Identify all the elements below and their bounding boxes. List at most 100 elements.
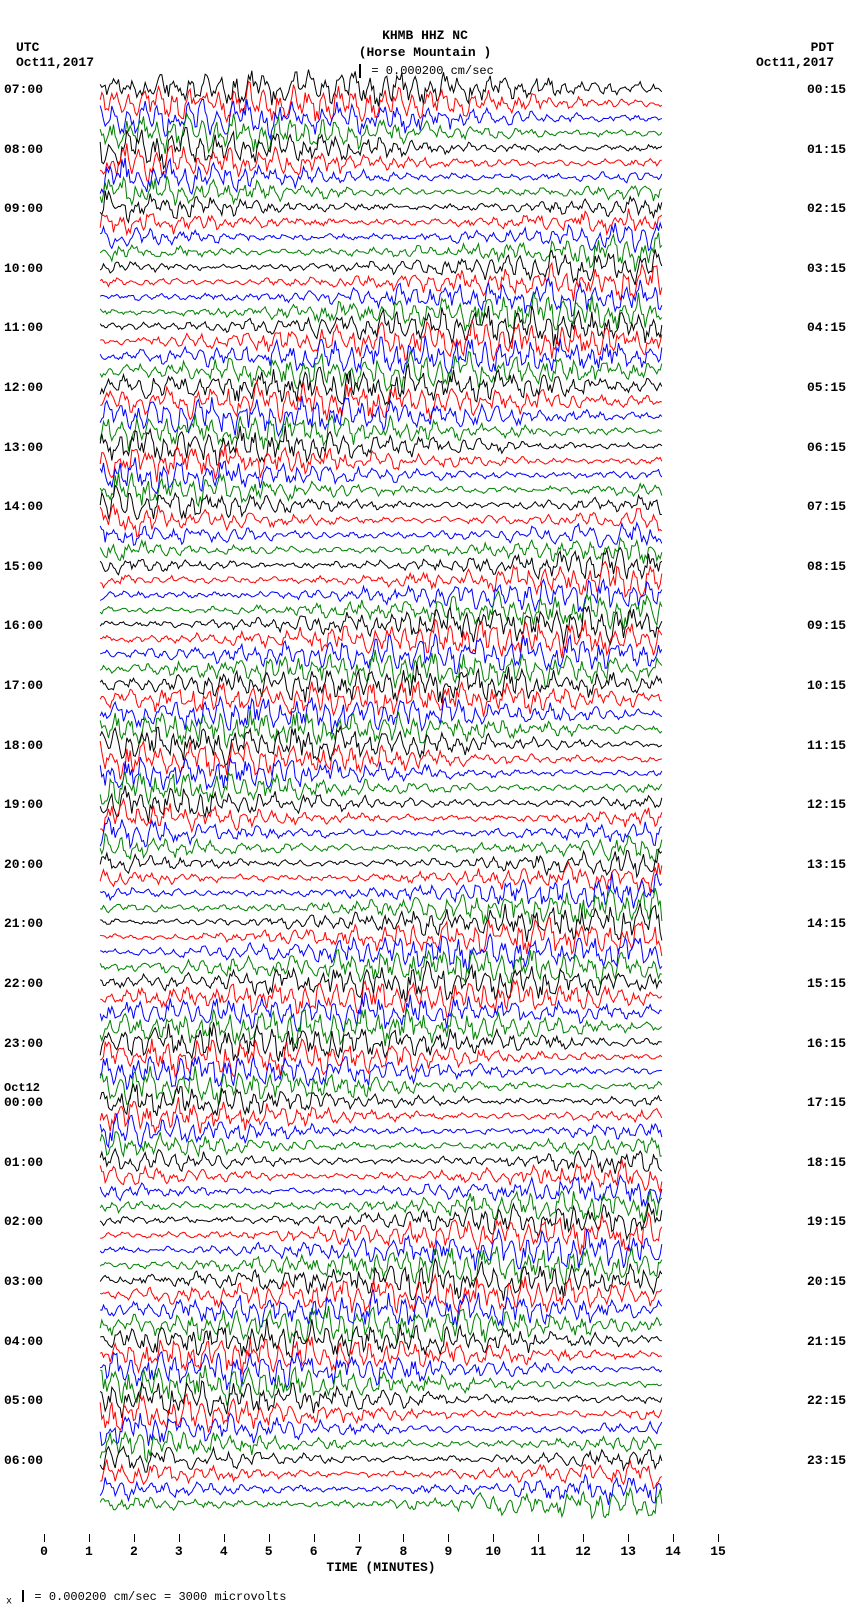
pdt-time-label: 04:15 xyxy=(807,320,846,335)
footer-scale: x = 0.000200 cm/sec = 3000 microvolts xyxy=(6,1590,286,1607)
pdt-time-label: 08:15 xyxy=(807,559,846,574)
x-axis-title: TIME (MINUTES) xyxy=(44,1560,718,1575)
x-tick xyxy=(179,1534,180,1542)
x-tick xyxy=(359,1534,360,1542)
x-tick xyxy=(673,1534,674,1542)
x-tick-label: 11 xyxy=(530,1544,546,1559)
x-tick-label: 4 xyxy=(220,1544,228,1559)
pdt-time-label: 23:15 xyxy=(807,1453,846,1468)
x-tick-label: 10 xyxy=(486,1544,502,1559)
seismogram-plot xyxy=(44,86,718,1532)
pdt-time-label: 09:15 xyxy=(807,618,846,633)
seismic-trace xyxy=(44,1494,718,1514)
pdt-time-label: 22:15 xyxy=(807,1393,846,1408)
x-axis: TIME (MINUTES) 0123456789101112131415 xyxy=(44,1534,718,1594)
utc-time-label: 14:00 xyxy=(4,499,43,514)
utc-time-label: 20:00 xyxy=(4,857,43,872)
utc-time-label: 06:00 xyxy=(4,1453,43,1468)
timezone-left: UTC Oct11,2017 xyxy=(16,40,94,70)
footer-text: = 0.000200 cm/sec = 3000 microvolts xyxy=(34,1590,286,1604)
pdt-time-label: 21:15 xyxy=(807,1334,846,1349)
utc-time-label: 02:00 xyxy=(4,1214,43,1229)
utc-time-label: 17:00 xyxy=(4,678,43,693)
x-tick-label: 15 xyxy=(710,1544,726,1559)
pdt-time-label: 19:15 xyxy=(807,1214,846,1229)
x-tick xyxy=(224,1534,225,1542)
footer-bar-icon xyxy=(22,1590,24,1602)
x-tick xyxy=(538,1534,539,1542)
pdt-time-label: 07:15 xyxy=(807,499,846,514)
footer-tick-icon: x xyxy=(6,1596,12,1607)
x-tick xyxy=(718,1534,719,1542)
pdt-time-label: 11:15 xyxy=(807,738,846,753)
pdt-time-label: 01:15 xyxy=(807,142,846,157)
station-code: KHMB HHZ NC xyxy=(0,28,850,45)
pdt-time-label: 05:15 xyxy=(807,380,846,395)
utc-time-label: 22:00 xyxy=(4,976,43,991)
x-tick xyxy=(448,1534,449,1542)
pdt-time-label: 10:15 xyxy=(807,678,846,693)
pdt-time-label: 15:15 xyxy=(807,976,846,991)
station-location: (Horse Mountain ) xyxy=(0,45,850,62)
utc-time-label: 18:00 xyxy=(4,738,43,753)
x-tick xyxy=(403,1534,404,1542)
utc-time-label: 08:00 xyxy=(4,142,43,157)
x-tick-label: 14 xyxy=(665,1544,681,1559)
pdt-time-label: 00:15 xyxy=(807,82,846,97)
utc-time-label: 01:00 xyxy=(4,1155,43,1170)
tz-left-label: UTC xyxy=(16,40,94,55)
scale-text: = 0.000200 cm/sec xyxy=(371,64,493,78)
pdt-time-label: 18:15 xyxy=(807,1155,846,1170)
x-tick xyxy=(628,1534,629,1542)
utc-time-label: 16:00 xyxy=(4,618,43,633)
x-tick-label: 1 xyxy=(85,1544,93,1559)
utc-time-label: 11:00 xyxy=(4,320,43,335)
x-tick xyxy=(44,1534,45,1542)
x-tick-label: 3 xyxy=(175,1544,183,1559)
header: KHMB HHZ NC (Horse Mountain ) = 0.000200… xyxy=(0,28,850,80)
x-tick xyxy=(314,1534,315,1542)
tz-left-date: Oct11,2017 xyxy=(16,55,94,70)
scale-bar-icon xyxy=(359,64,361,78)
x-tick-label: 12 xyxy=(575,1544,591,1559)
pdt-time-label: 16:15 xyxy=(807,1036,846,1051)
x-tick-label: 7 xyxy=(355,1544,363,1559)
utc-time-label: 04:00 xyxy=(4,1334,43,1349)
pdt-time-label: 06:15 xyxy=(807,440,846,455)
tz-right-label: PDT xyxy=(756,40,834,55)
timezone-right: PDT Oct11,2017 xyxy=(756,40,834,70)
x-tick-label: 8 xyxy=(400,1544,408,1559)
utc-time-label: 13:00 xyxy=(4,440,43,455)
utc-time-label: 15:00 xyxy=(4,559,43,574)
utc-time-label: 07:00 xyxy=(4,82,43,97)
utc-time-label: 10:00 xyxy=(4,261,43,276)
x-tick xyxy=(89,1534,90,1542)
x-tick-label: 6 xyxy=(310,1544,318,1559)
x-tick-label: 13 xyxy=(620,1544,636,1559)
utc-time-label: 03:00 xyxy=(4,1274,43,1289)
utc-time-label: 23:00 xyxy=(4,1036,43,1051)
tz-right-date: Oct11,2017 xyxy=(756,55,834,70)
pdt-time-label: 20:15 xyxy=(807,1274,846,1289)
utc-time-label: 09:00 xyxy=(4,201,43,216)
utc-time-label: 05:00 xyxy=(4,1393,43,1408)
pdt-time-label: 02:15 xyxy=(807,201,846,216)
pdt-time-label: 13:15 xyxy=(807,857,846,872)
utc-time-label: 00:00 xyxy=(4,1095,43,1110)
utc-time-label: 21:00 xyxy=(4,916,43,931)
x-tick xyxy=(269,1534,270,1542)
x-tick-label: 5 xyxy=(265,1544,273,1559)
x-tick xyxy=(583,1534,584,1542)
pdt-time-label: 14:15 xyxy=(807,916,846,931)
pdt-time-label: 17:15 xyxy=(807,1095,846,1110)
seismogram-container: KHMB HHZ NC (Horse Mountain ) = 0.000200… xyxy=(0,0,850,1613)
utc-time-label: 12:00 xyxy=(4,380,43,395)
x-tick-label: 2 xyxy=(130,1544,138,1559)
utc-time-label: 19:00 xyxy=(4,797,43,812)
x-tick-label: 0 xyxy=(40,1544,48,1559)
pdt-time-label: 03:15 xyxy=(807,261,846,276)
pdt-time-label: 12:15 xyxy=(807,797,846,812)
x-tick xyxy=(493,1534,494,1542)
x-tick xyxy=(134,1534,135,1542)
date-break-label: Oct12 xyxy=(4,1081,40,1095)
